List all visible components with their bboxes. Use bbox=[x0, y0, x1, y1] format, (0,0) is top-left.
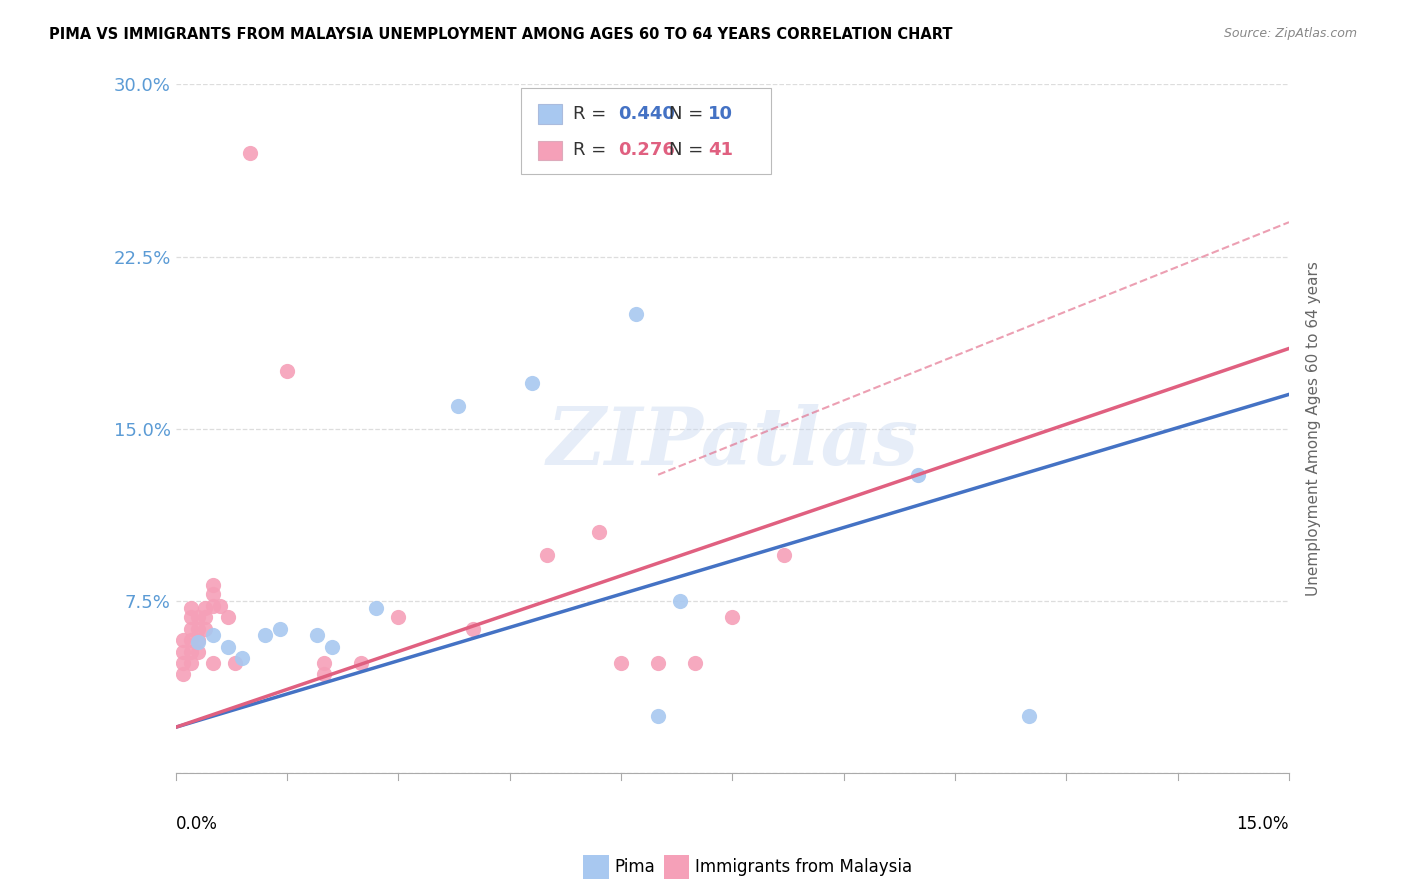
Point bbox=[624, 307, 647, 321]
Point bbox=[201, 599, 224, 613]
Point bbox=[179, 610, 201, 624]
Point bbox=[669, 594, 692, 608]
Point bbox=[194, 610, 217, 624]
FancyBboxPatch shape bbox=[537, 104, 562, 124]
Point bbox=[209, 599, 232, 613]
Point bbox=[179, 633, 201, 648]
Point bbox=[1018, 708, 1040, 723]
Text: Immigrants from Malaysia: Immigrants from Malaysia bbox=[695, 858, 911, 876]
Point bbox=[773, 548, 796, 562]
Point bbox=[217, 640, 239, 654]
Point bbox=[201, 578, 224, 592]
Text: ZIPatlas: ZIPatlas bbox=[547, 404, 918, 482]
Point bbox=[187, 644, 209, 658]
Text: 15.0%: 15.0% bbox=[1236, 814, 1289, 832]
FancyBboxPatch shape bbox=[520, 88, 772, 174]
Point bbox=[461, 622, 484, 636]
Point bbox=[187, 635, 209, 649]
Point bbox=[187, 633, 209, 648]
Point bbox=[172, 656, 194, 670]
Text: 0.440: 0.440 bbox=[617, 105, 675, 123]
Text: R =: R = bbox=[574, 105, 612, 123]
Point bbox=[350, 656, 373, 670]
Text: 10: 10 bbox=[707, 105, 733, 123]
Y-axis label: Unemployment Among Ages 60 to 64 years: Unemployment Among Ages 60 to 64 years bbox=[1306, 261, 1320, 596]
Point bbox=[217, 610, 239, 624]
Point bbox=[314, 656, 336, 670]
Point bbox=[907, 467, 929, 482]
Text: 0.276: 0.276 bbox=[617, 141, 675, 160]
Point bbox=[588, 525, 610, 540]
Text: 0.0%: 0.0% bbox=[176, 814, 218, 832]
Point bbox=[179, 644, 201, 658]
Text: N =: N = bbox=[669, 105, 703, 123]
Point bbox=[683, 656, 706, 670]
Point bbox=[647, 656, 669, 670]
Point bbox=[172, 644, 194, 658]
Point bbox=[721, 610, 744, 624]
Point bbox=[314, 667, 336, 681]
Text: PIMA VS IMMIGRANTS FROM MALAYSIA UNEMPLOYMENT AMONG AGES 60 TO 64 YEARS CORRELAT: PIMA VS IMMIGRANTS FROM MALAYSIA UNEMPLO… bbox=[49, 27, 953, 42]
Point bbox=[364, 600, 387, 615]
Text: Pima: Pima bbox=[614, 858, 655, 876]
Point bbox=[187, 610, 209, 624]
Point bbox=[269, 622, 291, 636]
Point bbox=[647, 708, 669, 723]
Point bbox=[172, 667, 194, 681]
Point bbox=[201, 656, 224, 670]
Point bbox=[520, 376, 543, 390]
Point bbox=[321, 640, 343, 654]
Point bbox=[447, 399, 470, 413]
Text: Source: ZipAtlas.com: Source: ZipAtlas.com bbox=[1223, 27, 1357, 40]
Point bbox=[179, 622, 201, 636]
Text: N =: N = bbox=[669, 141, 703, 160]
Text: 41: 41 bbox=[707, 141, 733, 160]
Point bbox=[536, 548, 558, 562]
Text: R =: R = bbox=[574, 141, 612, 160]
Point bbox=[187, 622, 209, 636]
Point bbox=[201, 587, 224, 601]
Point bbox=[194, 622, 217, 636]
Point bbox=[253, 628, 276, 642]
Point bbox=[231, 651, 253, 665]
Point bbox=[179, 656, 201, 670]
Point bbox=[239, 146, 262, 161]
Point bbox=[224, 656, 246, 670]
Point bbox=[276, 364, 298, 378]
Point bbox=[194, 600, 217, 615]
Point bbox=[305, 628, 328, 642]
Point bbox=[179, 600, 201, 615]
Point bbox=[201, 628, 224, 642]
Point bbox=[172, 633, 194, 648]
Point bbox=[610, 656, 633, 670]
Point bbox=[387, 610, 409, 624]
FancyBboxPatch shape bbox=[537, 141, 562, 160]
